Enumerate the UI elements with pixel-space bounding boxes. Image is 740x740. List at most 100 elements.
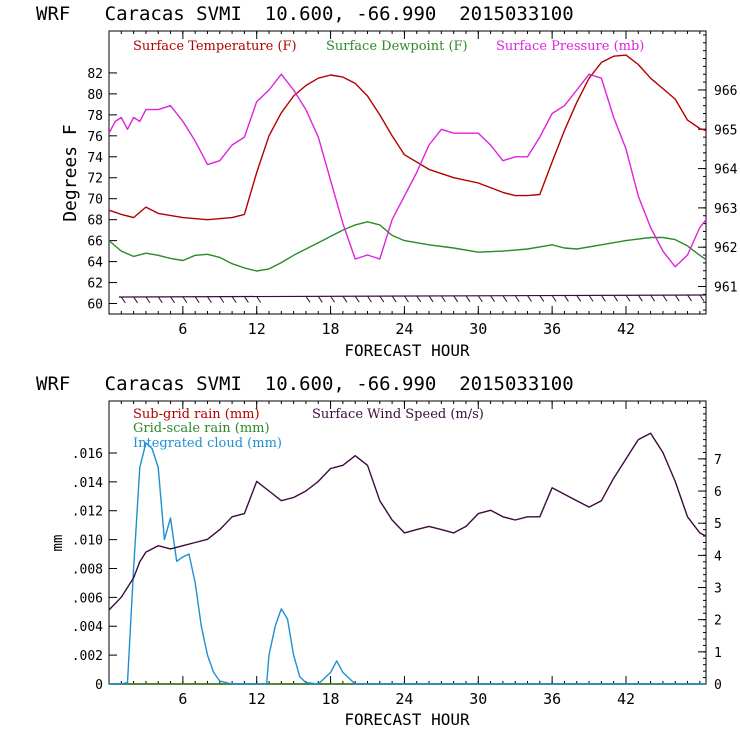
wind-barb xyxy=(305,296,311,303)
x-tick-label: 18 xyxy=(322,320,340,338)
panel-1-x-axis: 6 12 18 24 30 36 42 xyxy=(108,31,701,338)
y-tick-label: 60 xyxy=(87,298,103,313)
x-tick-label: 42 xyxy=(617,320,635,338)
y-tick-label: .006 xyxy=(72,591,103,606)
y-tick-label: 66 xyxy=(87,235,103,250)
series-line-3 xyxy=(108,432,707,611)
wind-barb xyxy=(490,295,496,302)
y-tick-label: 70 xyxy=(87,193,103,208)
right-y-tick-label: 1 xyxy=(714,646,722,661)
legend-entry-0: Sub-grid rain (mm) xyxy=(133,407,260,422)
wind-barb xyxy=(625,294,631,302)
panel-2-title: WRF Caracas SVMI 10.600, -66.990 2015033… xyxy=(36,373,574,395)
panel-1-x-label: FORECAST HOUR xyxy=(344,341,470,360)
wind-barb xyxy=(699,294,705,302)
legend-entry-2: Integrated cloud (mm) xyxy=(133,436,282,451)
series-line-2 xyxy=(109,442,706,685)
y-tick-label: 68 xyxy=(87,214,103,229)
x-tick-label: 24 xyxy=(395,690,413,708)
x-tick-label: 24 xyxy=(395,320,413,338)
temperature-panel: WRF Caracas SVMI 10.600, -66.990 2015033… xyxy=(36,3,738,360)
y-tick-label: .016 xyxy=(72,447,103,462)
y-tick-label: 74 xyxy=(87,151,103,166)
panel-2-left-y-axis: 0 .002 .004 .006 .008 .010 .012 .014 .016 xyxy=(72,447,117,693)
wind-barb xyxy=(551,295,557,302)
wind-barb xyxy=(440,295,446,303)
right-y-tick-label: 3 xyxy=(714,582,722,597)
wind-barb xyxy=(145,296,151,304)
wind-barb xyxy=(539,295,545,302)
precipitation-panel: WRF Caracas SVMI 10.600, -66.990 2015033… xyxy=(36,373,722,729)
wind-barb xyxy=(391,295,397,303)
wind-barb xyxy=(170,296,175,304)
wind-barb xyxy=(600,295,606,302)
right-y-tick-label: 961 xyxy=(714,280,737,295)
right-y-tick-label: 5 xyxy=(714,517,722,532)
wind-barb xyxy=(120,296,126,304)
legend-entry-2: Surface Pressure (mb) xyxy=(496,39,644,54)
legend-entry-1: Grid-scale rain (mm) xyxy=(133,421,270,436)
wind-barb xyxy=(502,295,508,302)
wind-barb xyxy=(588,295,594,302)
x-tick-label: 12 xyxy=(248,690,266,708)
x-tick-label: 6 xyxy=(178,320,187,338)
wind-barb xyxy=(133,296,139,304)
panel-2-right-y-axis: 0 1 2 3 4 5 6 7 xyxy=(698,400,722,693)
panel-1-left-y-axis: 60 62 64 66 68 70 72 74 76 78 80 82 xyxy=(87,67,117,313)
wind-barb xyxy=(404,295,409,303)
y-tick-label: 0 xyxy=(95,678,103,693)
wind-barb xyxy=(662,294,668,302)
wind-barb xyxy=(354,295,360,303)
panel-1-y-label: Degrees F xyxy=(60,124,81,222)
y-tick-label: .010 xyxy=(72,534,103,549)
wind-barb xyxy=(231,296,237,303)
wind-barb xyxy=(576,295,582,302)
wind-barb xyxy=(637,294,643,302)
wind-barb xyxy=(674,294,680,302)
panel-1-plot-frame xyxy=(108,30,707,315)
wind-barb xyxy=(428,295,434,303)
wind-barb xyxy=(182,296,188,304)
wind-barb xyxy=(564,295,569,302)
panel-1-title: WRF Caracas SVMI 10.600, -66.990 2015033… xyxy=(36,3,574,25)
wind-barb xyxy=(416,295,422,303)
wind-barb xyxy=(687,294,692,302)
y-tick-label: 72 xyxy=(87,172,103,187)
right-y-tick-label: 963 xyxy=(714,202,737,217)
wind-barb xyxy=(157,296,163,304)
wind-barb xyxy=(219,296,225,303)
x-tick-label: 36 xyxy=(543,320,561,338)
wind-barb-staff xyxy=(118,294,707,298)
y-tick-label: .002 xyxy=(72,649,103,664)
panel-2-x-label: FORECAST HOUR xyxy=(344,710,470,729)
right-y-tick-label: 6 xyxy=(714,485,722,500)
y-tick-label: .004 xyxy=(72,620,103,635)
y-tick-label: 82 xyxy=(87,67,103,82)
wind-barb xyxy=(330,295,335,303)
panel-1-right-y-axis: 961 962 963 964 965 966 xyxy=(698,34,738,311)
wind-barb xyxy=(342,295,348,303)
x-tick-label: 18 xyxy=(322,690,340,708)
right-y-tick-label: 962 xyxy=(714,241,737,256)
y-tick-label: 64 xyxy=(87,256,103,271)
x-tick-label: 12 xyxy=(248,320,266,338)
series-line-1 xyxy=(108,221,707,272)
legend-entry-3: Surface Wind Speed (m/s) xyxy=(312,407,484,422)
wind-barb xyxy=(465,295,471,303)
wind-barb xyxy=(613,295,619,302)
wind-barb xyxy=(650,294,656,302)
legend-entry-1: Surface Dewpoint (F) xyxy=(326,39,468,54)
y-tick-label: 78 xyxy=(87,109,103,124)
wind-barb xyxy=(207,296,212,303)
wind-barb xyxy=(256,296,262,303)
right-y-tick-label: 965 xyxy=(714,123,737,138)
y-tick-label: 76 xyxy=(87,130,103,145)
series-line-0 xyxy=(108,54,707,221)
wind-barb xyxy=(453,295,459,303)
wind-barb xyxy=(243,296,249,303)
right-y-tick-label: 2 xyxy=(714,614,722,629)
panel-2-legend: Sub-grid rain (mm)Grid-scale rain (mm)In… xyxy=(133,407,484,451)
wind-barb xyxy=(527,295,532,302)
panel-2-series xyxy=(108,432,707,685)
